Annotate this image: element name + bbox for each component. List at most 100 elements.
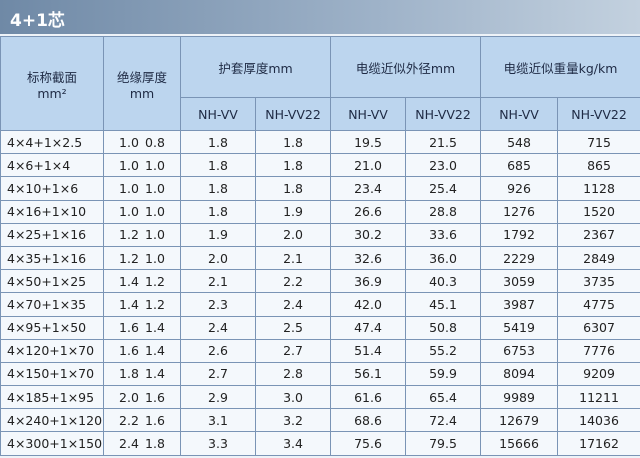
value-cell: 11211 xyxy=(557,385,640,410)
table-body: 4×4+1×2.5 1.0 0.8 1.8 1.8 19.5 21.5 548 715 4×6+1… xyxy=(0,129,640,456)
value-cell: 3987 xyxy=(480,292,559,317)
insulation-value: 1.2 xyxy=(145,273,165,289)
value-cell: 61.6 xyxy=(330,385,407,410)
insulation-value: 1.0 xyxy=(119,157,139,173)
value-cell: 9989 xyxy=(480,385,559,410)
insulation-value: 1.0 xyxy=(119,134,139,150)
insulation-cell: 1.8 1.4 xyxy=(103,361,181,387)
insulation-value: 1.2 xyxy=(119,250,139,266)
header-unit: mm xyxy=(129,85,155,101)
table-row: 4×16+1×10 1.0 1.0 1.8 1.9 26.6 28.8 1276 1520 xyxy=(0,199,640,224)
insulation-cell: 1.2 1.0 xyxy=(103,222,181,247)
table-row: 4×150+1×70 1.8 1.4 2.7 2.8 56.1 59.9 8094 9209 xyxy=(0,361,640,387)
value-cell: 1276 xyxy=(480,199,559,224)
value-cell: 2.8 xyxy=(254,361,332,387)
insulation-value: 1.8 xyxy=(119,366,139,382)
value-cell: 26.6 xyxy=(330,199,407,224)
value-cell: 2.0 xyxy=(180,245,256,271)
value-cell: 32.6 xyxy=(330,245,407,271)
value-cell: 4775 xyxy=(557,292,640,317)
spec-cell: 4×10+1×6 xyxy=(0,176,104,201)
insulation-value: 2.0 xyxy=(119,389,139,405)
insulation-cell: 1.6 1.4 xyxy=(103,315,181,340)
insulation-cell: 1.2 1.0 xyxy=(103,245,181,271)
spec-cell: 4×16+1×10 xyxy=(0,199,104,224)
value-cell: 2.2 xyxy=(254,269,332,294)
value-cell: 3059 xyxy=(480,269,559,294)
value-cell: 2367 xyxy=(557,222,640,247)
value-cell: 59.9 xyxy=(405,361,482,387)
sub-header-cell: NH-VV22 xyxy=(557,97,640,131)
table-row: 4×240+1×120 2.2 1.6 3.1 3.2 68.6 72.4 12679 1403… xyxy=(0,408,640,433)
value-cell: 2.5 xyxy=(254,315,332,340)
insulation-value: 1.0 xyxy=(145,180,165,196)
value-cell: 548 xyxy=(480,129,559,155)
insulation-cell: 1.0 1.0 xyxy=(103,153,181,178)
value-cell: 23.4 xyxy=(330,176,407,201)
spec-cell: 4×240+1×120 xyxy=(0,408,104,433)
value-cell: 685 xyxy=(480,153,559,178)
value-cell: 3.0 xyxy=(254,385,332,410)
value-cell: 1520 xyxy=(557,199,640,224)
value-cell: 2.1 xyxy=(254,245,332,271)
insulation-cell: 2.4 1.8 xyxy=(103,431,181,456)
value-cell: 68.6 xyxy=(330,408,407,433)
insulation-cell: 1.4 1.2 xyxy=(103,269,181,294)
value-cell: 1.8 xyxy=(254,129,332,155)
value-cell: 3.4 xyxy=(254,431,332,456)
spec-cell: 4×4+1×2.5 xyxy=(0,129,104,155)
table-row: 4×120+1×70 1.6 1.4 2.6 2.7 51.4 55.2 6753 7776 xyxy=(0,338,640,363)
spec-cell: 4×300+1×150 xyxy=(0,431,104,456)
value-cell: 1.8 xyxy=(180,176,256,201)
value-cell: 79.5 xyxy=(405,431,482,456)
value-cell: 2.3 xyxy=(180,292,256,317)
table-row: 4×4+1×2.5 1.0 0.8 1.8 1.8 19.5 21.5 548 715 xyxy=(0,129,640,155)
value-cell: 5419 xyxy=(480,315,559,340)
value-cell: 926 xyxy=(480,176,559,201)
value-cell: 6307 xyxy=(557,315,640,340)
insulation-value: 1.0 xyxy=(145,227,165,243)
insulation-value: 1.0 xyxy=(119,204,139,220)
spec-table: 标称截面 mm² 绝缘厚度 mm 护套厚度mm 电缆近似外径mm 电缆近似重量kg/… xyxy=(0,36,640,456)
insulation-value: 1.4 xyxy=(145,343,165,359)
sub-header-cell: NH-VV xyxy=(480,97,559,131)
value-cell: 14036 xyxy=(557,408,640,433)
value-cell: 1.8 xyxy=(180,153,256,178)
table-row: 4×185+1×95 2.0 1.6 2.9 3.0 61.6 65.4 9989 11211 xyxy=(0,385,640,410)
insulation-value: 1.0 xyxy=(119,180,139,196)
value-cell: 65.4 xyxy=(405,385,482,410)
spec-cell: 4×185+1×95 xyxy=(0,385,104,410)
value-cell: 36.0 xyxy=(405,245,482,271)
header-text: 标称截面 xyxy=(26,69,77,85)
value-cell: 1.8 xyxy=(254,153,332,178)
value-cell: 47.4 xyxy=(330,315,407,340)
value-cell: 2.7 xyxy=(180,361,256,387)
insulation-cell: 2.0 1.6 xyxy=(103,385,181,410)
value-cell: 51.4 xyxy=(330,338,407,363)
value-cell: 33.6 xyxy=(405,222,482,247)
value-cell: 2.0 xyxy=(254,222,332,247)
value-cell: 1.8 xyxy=(180,129,256,155)
header-cell: 标称截面 mm² xyxy=(0,36,104,131)
spec-cell: 4×35+1×16 xyxy=(0,245,104,271)
value-cell: 1128 xyxy=(557,176,640,201)
value-cell: 55.2 xyxy=(405,338,482,363)
value-cell: 21.5 xyxy=(405,129,482,155)
insulation-value: 1.8 xyxy=(145,436,165,452)
value-cell: 1.8 xyxy=(254,176,332,201)
header-unit: mm² xyxy=(37,85,67,101)
value-cell: 2.7 xyxy=(254,338,332,363)
value-cell: 40.3 xyxy=(405,269,482,294)
value-cell: 8094 xyxy=(480,361,559,387)
table-row: 4×25+1×16 1.2 1.0 1.9 2.0 30.2 33.6 1792 2367 xyxy=(0,222,640,247)
value-cell: 2.4 xyxy=(180,315,256,340)
value-cell: 2.1 xyxy=(180,269,256,294)
spec-cell: 4×150+1×70 xyxy=(0,361,104,387)
value-cell: 42.0 xyxy=(330,292,407,317)
insulation-value: 1.4 xyxy=(145,366,165,382)
sub-header-cell: NH-VV xyxy=(180,97,256,131)
value-cell: 19.5 xyxy=(330,129,407,155)
insulation-value: 1.0 xyxy=(145,250,165,266)
insulation-value: 2.2 xyxy=(119,412,139,428)
